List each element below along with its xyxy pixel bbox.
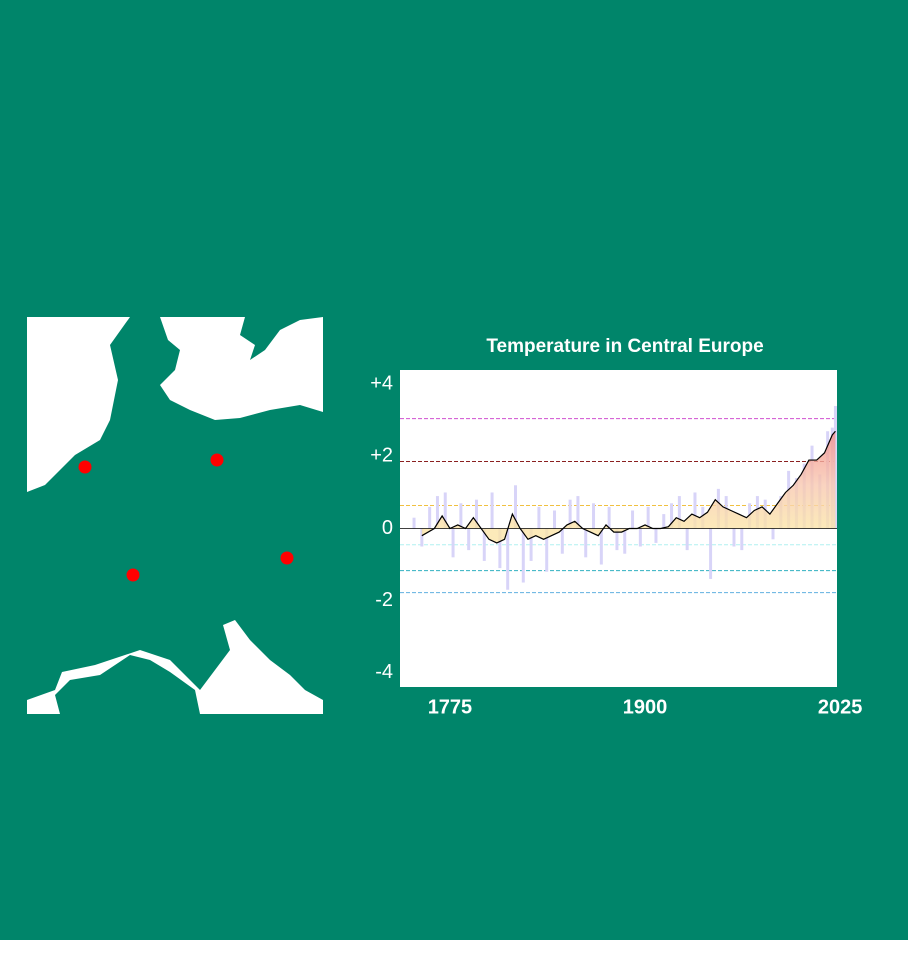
y-tick-label: -2	[375, 589, 393, 611]
bar	[631, 510, 635, 529]
bar	[420, 528, 424, 547]
bar	[646, 506, 650, 529]
bar	[553, 510, 557, 529]
y-tick-label: +4	[370, 373, 393, 395]
bar	[685, 528, 689, 551]
bar	[670, 503, 674, 529]
bar	[412, 517, 416, 529]
bar	[490, 492, 494, 529]
bar	[451, 528, 455, 558]
bar	[513, 485, 517, 529]
chart-title: Temperature in Central Europe	[486, 336, 763, 357]
bar	[521, 528, 525, 583]
bar	[662, 514, 666, 529]
y-tick-label: +2	[370, 445, 393, 467]
y-tick-label: -4	[375, 661, 393, 683]
bar	[654, 528, 658, 543]
x-tick-label: 2025	[818, 696, 863, 718]
bar	[474, 499, 478, 529]
x-tick-label: 1900	[623, 696, 668, 718]
mediterranean	[27, 620, 323, 714]
bar	[560, 528, 564, 554]
bar	[435, 496, 439, 529]
bar	[599, 528, 603, 565]
bar	[529, 528, 533, 561]
line-area	[421, 431, 836, 543]
bar	[537, 506, 541, 529]
bar	[443, 492, 447, 529]
bar	[709, 528, 713, 579]
bar	[506, 528, 510, 590]
map	[27, 317, 323, 714]
bar	[740, 528, 744, 551]
bar	[568, 499, 572, 529]
bar	[498, 528, 502, 569]
bar	[677, 496, 681, 529]
bar	[482, 528, 486, 561]
bar	[545, 528, 549, 572]
bar	[428, 506, 432, 529]
bar	[576, 496, 580, 529]
station-dot	[126, 568, 140, 582]
bar	[693, 492, 697, 529]
bar	[467, 528, 471, 551]
bar	[771, 528, 775, 540]
y-tick-label: 0	[382, 517, 393, 539]
station-dot	[210, 453, 224, 467]
bar	[592, 503, 596, 529]
bar	[732, 528, 736, 547]
bar	[638, 528, 642, 547]
north-sea	[27, 317, 130, 492]
bar	[607, 506, 611, 529]
station-dot	[78, 460, 92, 474]
x-tick-label: 1775	[428, 696, 473, 718]
bar	[584, 528, 588, 558]
baltic-sea	[160, 317, 323, 420]
bar	[459, 503, 463, 529]
bar	[623, 528, 627, 554]
line	[421, 430, 836, 544]
bar	[615, 528, 619, 551]
station-dot	[280, 551, 294, 565]
